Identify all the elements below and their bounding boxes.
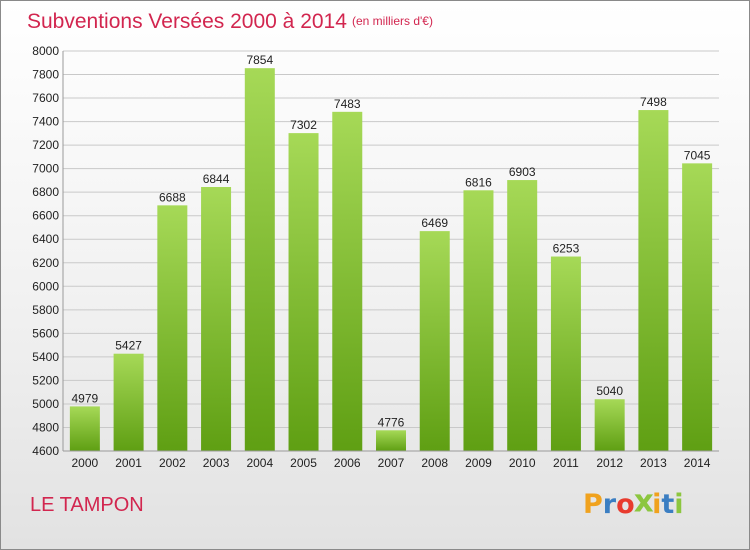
y-tick-label: 5800 bbox=[32, 303, 59, 317]
x-tick-label: 2005 bbox=[290, 456, 317, 470]
value-label: 6816 bbox=[465, 175, 492, 189]
value-labels: 4979 5427 6688 6844 7854 7302 7483 4776 6469 6816… bbox=[72, 53, 711, 429]
bar-2004 bbox=[244, 68, 275, 452]
bar-2007 bbox=[376, 430, 406, 451]
logo-letter: P bbox=[583, 489, 603, 520]
value-label: 6844 bbox=[203, 172, 230, 186]
bar-2012 bbox=[594, 399, 625, 451]
bar-2010 bbox=[507, 180, 538, 451]
bar-2014 bbox=[682, 163, 713, 451]
logo-letter: i bbox=[674, 489, 684, 520]
chart-title: Subventions Versées 2000 à 2014 bbox=[27, 10, 347, 33]
logo-letter: x bbox=[633, 483, 654, 520]
value-label: 7302 bbox=[290, 118, 317, 132]
x-tick-label: 2010 bbox=[509, 456, 536, 470]
x-tick-label: 2009 bbox=[465, 456, 492, 470]
y-tick-label: 6200 bbox=[32, 256, 59, 270]
bars bbox=[69, 68, 713, 452]
bar-2001 bbox=[113, 353, 144, 451]
bar-2003 bbox=[201, 187, 232, 451]
y-tick-label: 5600 bbox=[32, 326, 59, 340]
x-tick-label: 2011 bbox=[553, 456, 579, 470]
unit-note: (en milliers d'€) bbox=[352, 14, 433, 28]
value-label: 4979 bbox=[72, 391, 99, 405]
x-tick-label: 2012 bbox=[596, 456, 623, 470]
y-tick-label: 7000 bbox=[32, 162, 59, 176]
value-label: 6903 bbox=[509, 165, 536, 179]
value-label: 6253 bbox=[553, 242, 580, 256]
value-label: 7498 bbox=[640, 95, 667, 109]
y-tick-label: 8000 bbox=[32, 44, 59, 58]
logo-letter: o bbox=[616, 489, 635, 520]
x-tick-label: 2000 bbox=[72, 456, 99, 470]
value-label: 6688 bbox=[159, 190, 186, 204]
y-tick-label: 6000 bbox=[32, 279, 59, 293]
x-tick-label: 2004 bbox=[246, 456, 273, 470]
axes bbox=[62, 51, 719, 452]
bar-2009 bbox=[463, 190, 494, 451]
y-tick-label: 7200 bbox=[32, 138, 59, 152]
y-tick-label: 6600 bbox=[32, 209, 59, 223]
bar-2008 bbox=[419, 231, 450, 451]
logo-letter: i bbox=[652, 489, 662, 520]
x-tick-labels: 2000 2001 2002 2003 2004 2005 2006 2007 2008 2009… bbox=[72, 456, 711, 470]
value-label: 4776 bbox=[378, 415, 405, 429]
x-tick-label: 2008 bbox=[421, 456, 448, 470]
x-tick-label: 2013 bbox=[640, 456, 667, 470]
x-tick-label: 2006 bbox=[334, 456, 361, 470]
logo-letter: t bbox=[661, 489, 675, 520]
y-tick-label: 4600 bbox=[32, 444, 59, 458]
bar-2005 bbox=[288, 133, 319, 451]
bar-2002 bbox=[157, 205, 188, 451]
y-tick-label: 6400 bbox=[32, 232, 59, 246]
y-tick-label: 4800 bbox=[32, 420, 59, 434]
y-tick-label: 6800 bbox=[32, 185, 59, 199]
y-tick-label: 7400 bbox=[32, 115, 59, 129]
y-tick-label: 5400 bbox=[32, 350, 59, 364]
value-label: 5427 bbox=[115, 339, 142, 353]
value-label: 7854 bbox=[246, 53, 273, 67]
proxiti-logo: Proxiti bbox=[583, 484, 684, 520]
y-tick-label: 5000 bbox=[32, 397, 59, 411]
y-tick-label: 7600 bbox=[32, 91, 59, 105]
value-label: 6469 bbox=[421, 216, 448, 230]
value-label: 7045 bbox=[684, 148, 711, 162]
x-tick-label: 2014 bbox=[684, 456, 711, 470]
y-tick-label: 5200 bbox=[32, 373, 59, 387]
x-tick-label: 2007 bbox=[378, 456, 405, 470]
bar-2011 bbox=[550, 256, 581, 451]
y-tick-labels: 4600 4800 5000 5200 5400 5600 5800 6000 6200 6400… bbox=[32, 44, 59, 458]
value-label: 5040 bbox=[596, 384, 623, 398]
logo-letter: r bbox=[602, 489, 617, 520]
y-tick-label: 7800 bbox=[32, 68, 59, 82]
x-tick-label: 2003 bbox=[203, 456, 230, 470]
value-label: 7483 bbox=[334, 97, 361, 111]
x-tick-label: 2001 bbox=[115, 456, 142, 470]
bar-2000 bbox=[69, 406, 100, 451]
x-tick-label: 2002 bbox=[159, 456, 186, 470]
bar-2013 bbox=[638, 110, 669, 451]
bar-2006 bbox=[332, 111, 363, 451]
commune-name: LE TAMPON bbox=[30, 494, 144, 516]
